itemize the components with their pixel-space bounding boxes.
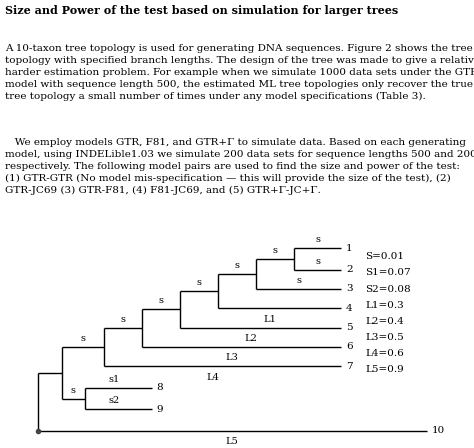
Text: S2=0.08: S2=0.08 bbox=[365, 284, 410, 293]
Text: s1: s1 bbox=[108, 375, 119, 384]
Text: A 10-taxon tree topology is used for generating DNA sequences. Figure 2 shows th: A 10-taxon tree topology is used for gen… bbox=[5, 44, 474, 101]
Text: s: s bbox=[71, 386, 76, 395]
Text: L1=0.3: L1=0.3 bbox=[365, 301, 404, 310]
Text: s: s bbox=[121, 315, 126, 324]
Text: S=0.01: S=0.01 bbox=[365, 252, 404, 261]
Text: L3: L3 bbox=[226, 353, 239, 362]
Text: L4: L4 bbox=[207, 373, 220, 382]
Text: s: s bbox=[273, 246, 277, 255]
Text: L4=0.6: L4=0.6 bbox=[365, 349, 404, 358]
Text: L5=0.9: L5=0.9 bbox=[365, 365, 404, 374]
Text: 3: 3 bbox=[346, 284, 353, 293]
Text: 4: 4 bbox=[346, 304, 353, 313]
Text: s2: s2 bbox=[108, 396, 119, 405]
Text: 7: 7 bbox=[346, 362, 353, 371]
Text: L2: L2 bbox=[245, 334, 258, 343]
Text: s: s bbox=[81, 334, 85, 343]
Text: 8: 8 bbox=[156, 383, 163, 392]
Text: 5: 5 bbox=[346, 323, 353, 332]
Text: L3=0.5: L3=0.5 bbox=[365, 333, 404, 342]
Text: 2: 2 bbox=[346, 265, 353, 274]
Text: s: s bbox=[315, 235, 320, 244]
Text: We employ models GTR, F81, and GTR+Γ to simulate data. Based on each generating
: We employ models GTR, F81, and GTR+Γ to … bbox=[5, 138, 474, 194]
Text: L1: L1 bbox=[264, 314, 277, 323]
Text: L2=0.4: L2=0.4 bbox=[365, 317, 404, 326]
Text: 9: 9 bbox=[156, 405, 163, 414]
Text: S1=0.07: S1=0.07 bbox=[365, 268, 410, 277]
Text: L5: L5 bbox=[226, 437, 238, 446]
Text: 10: 10 bbox=[431, 426, 445, 435]
Text: 1: 1 bbox=[346, 244, 353, 253]
Text: s: s bbox=[197, 278, 201, 287]
Text: s: s bbox=[315, 257, 320, 266]
Text: s: s bbox=[159, 297, 164, 306]
Text: s: s bbox=[235, 261, 239, 270]
Text: Size and Power of the test based on simulation for larger trees: Size and Power of the test based on simu… bbox=[5, 5, 398, 16]
Text: 6: 6 bbox=[346, 342, 353, 351]
Text: s: s bbox=[296, 276, 301, 285]
